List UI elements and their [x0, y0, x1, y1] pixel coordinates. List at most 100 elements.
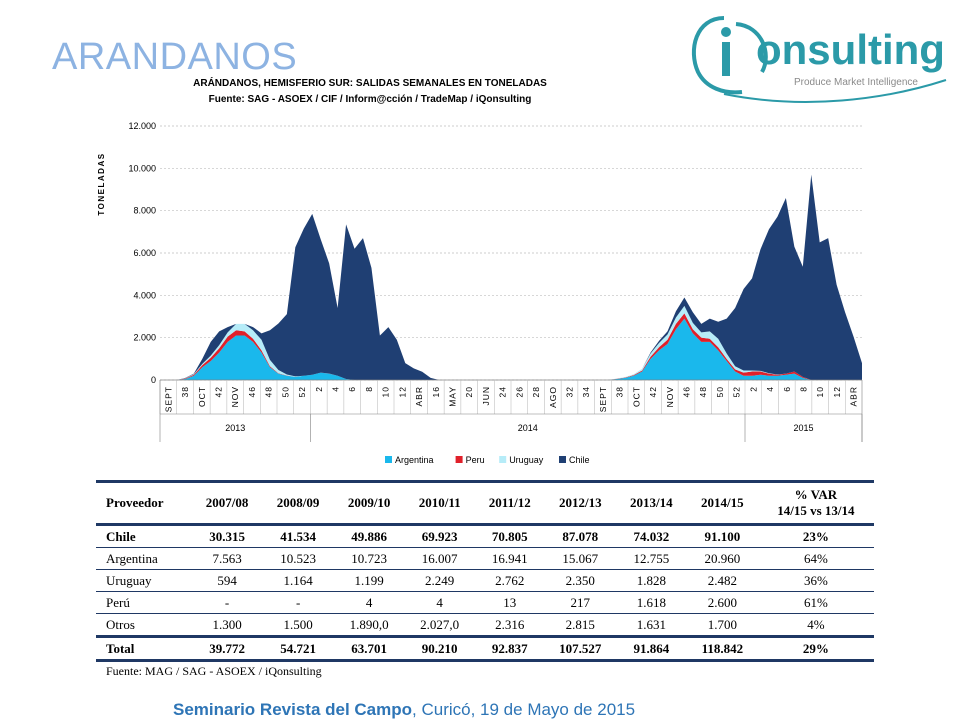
legend-swatch-uruguay: [499, 456, 507, 463]
cell: 1.631: [636, 616, 666, 632]
x-tick-label: 52: [297, 386, 307, 397]
legend-label: Peru: [466, 455, 485, 465]
cell: 594: [191, 569, 263, 592]
cell: 69.923: [404, 524, 475, 548]
cell: 91.864: [615, 635, 687, 662]
x-tick-label: ABR: [414, 386, 424, 406]
cell: 61%: [757, 591, 874, 614]
header-season: 2010/11: [404, 481, 475, 526]
year-label: 2013: [225, 423, 245, 433]
x-tick-label: 42: [648, 386, 658, 397]
area-chart: ARÁNDANOS, HEMISFERIO SUR: SALIDAS SEMAN…: [97, 76, 863, 465]
cell: 1.500: [283, 616, 313, 632]
x-tick-label: OCT: [631, 386, 641, 407]
cell: 7.563: [191, 547, 263, 570]
row-name: Otros: [106, 616, 135, 632]
x-tick-label: 2: [748, 386, 758, 392]
year-label: 2015: [793, 423, 813, 433]
x-tick-label: 50: [715, 386, 725, 397]
table-row: Perú - - 4 4 13 217 1.618 2.600 61%: [96, 591, 874, 614]
row-name: Argentina: [96, 547, 192, 570]
cell: 74.032: [615, 524, 687, 548]
cell: 4: [333, 591, 405, 614]
logo-tagline: Produce Market Intelligence: [794, 77, 918, 88]
x-tick-label: AGO: [548, 386, 558, 408]
x-tick-label: 42: [214, 386, 224, 397]
header-season: 2008/09: [262, 481, 334, 526]
x-tick-label: 8: [364, 386, 374, 392]
x-tick-label: 50: [280, 386, 290, 397]
cell: 2.600: [686, 591, 758, 614]
cell: 1.700: [707, 616, 737, 632]
cell: 2.316: [495, 616, 525, 632]
iqonsulting-logo: onsulting Produce Market Intelligence: [691, 16, 947, 103]
x-tick-label: 12: [832, 386, 842, 397]
x-tick-label: NOV: [230, 386, 240, 407]
header-var: % VAR 14/15 vs 13/14: [757, 481, 874, 526]
series-area-chile: [160, 174, 862, 380]
x-tick-label: 28: [531, 386, 541, 397]
x-tick-label: NOV: [665, 386, 675, 407]
cell: 10.723: [333, 547, 405, 570]
cell: 91.100: [686, 524, 758, 548]
x-tick-label: 24: [498, 386, 508, 397]
legend-swatch-peru: [455, 456, 463, 463]
x-tick-label: 10: [381, 386, 391, 397]
header-var-line1: % VAR: [794, 487, 838, 502]
x-tick-label: 20: [464, 386, 474, 397]
x-tick-label: 12: [397, 386, 407, 397]
x-tick-label: 48: [264, 386, 274, 397]
cell: 1.300: [212, 616, 242, 632]
footer-location-date: , Curicó, 19 de Mayo de 2015: [412, 700, 636, 719]
legend-label: Argentina: [395, 455, 434, 465]
cell: 12.755: [615, 547, 687, 570]
cell: 41.534: [262, 524, 334, 548]
x-tick-label: OCT: [197, 386, 207, 407]
x-tick-label: 34: [581, 386, 591, 397]
y-axis-label: TONELADAS: [97, 152, 106, 215]
cell: 90.210: [404, 635, 475, 662]
cell: 39.772: [191, 635, 263, 662]
cell: 217: [544, 591, 616, 614]
x-tick-label: 26: [514, 386, 524, 397]
x-tick-label: 4: [765, 386, 775, 392]
x-tick-label: SEPT: [598, 386, 608, 412]
y-tick-label: 12.000: [128, 121, 156, 131]
row-name: Perú: [96, 591, 192, 614]
cell: 2.350: [544, 569, 616, 592]
logo-text: onsulting: [756, 26, 945, 73]
table-row: Otros 1.300 1.500 1.890,0 2.027,0 2.316 …: [96, 614, 874, 637]
x-tick-label: 2: [314, 386, 324, 392]
cell: 13: [474, 591, 545, 614]
supplier-table: Proveedor 2007/08 2008/09 2009/10 2010/1…: [96, 480, 874, 662]
chart-title: ARÁNDANOS, HEMISFERIO SUR: SALIDAS SEMAN…: [193, 76, 547, 89]
cell: 2.482: [686, 569, 758, 592]
header-season: 2007/08: [191, 481, 263, 526]
cell: 30.315: [191, 524, 263, 548]
cell: 49.886: [333, 524, 405, 548]
series-area-peru: [160, 313, 862, 380]
x-tick-label: 4: [331, 386, 341, 392]
x-tick-label: 52: [732, 386, 742, 397]
cell: 10.523: [262, 547, 334, 570]
cell: 63.701: [333, 635, 405, 662]
table-total-row: Total 39.772 54.721 63.701 90.210 92.837…: [96, 635, 874, 662]
cell: 1.828: [615, 569, 687, 592]
row-name: Total: [96, 635, 192, 662]
series-area-argentina: [160, 318, 862, 380]
slide-title: ARANDANOS: [52, 36, 298, 78]
header-season: 2012/13: [544, 481, 616, 526]
x-tick-label: ABR: [849, 386, 859, 406]
cell: 1.164: [262, 569, 334, 592]
chart-subtitle: Fuente: SAG - ASOEX / CIF / Inform@cción…: [209, 94, 532, 105]
cell: 54.721: [262, 635, 334, 662]
table-row: Chile 30.315 41.534 49.886 69.923 70.805…: [96, 524, 874, 548]
legend-swatch-argentina: [385, 456, 392, 463]
cell: 1.199: [333, 569, 405, 592]
cell: 64%: [757, 547, 874, 570]
year-label: 2014: [518, 423, 538, 433]
table-header-row: Proveedor 2007/08 2008/09 2009/10 2010/1…: [96, 481, 874, 526]
x-tick-label: 6: [782, 386, 792, 392]
cell: 16.007: [404, 547, 475, 570]
cell: 2.815: [565, 616, 595, 632]
